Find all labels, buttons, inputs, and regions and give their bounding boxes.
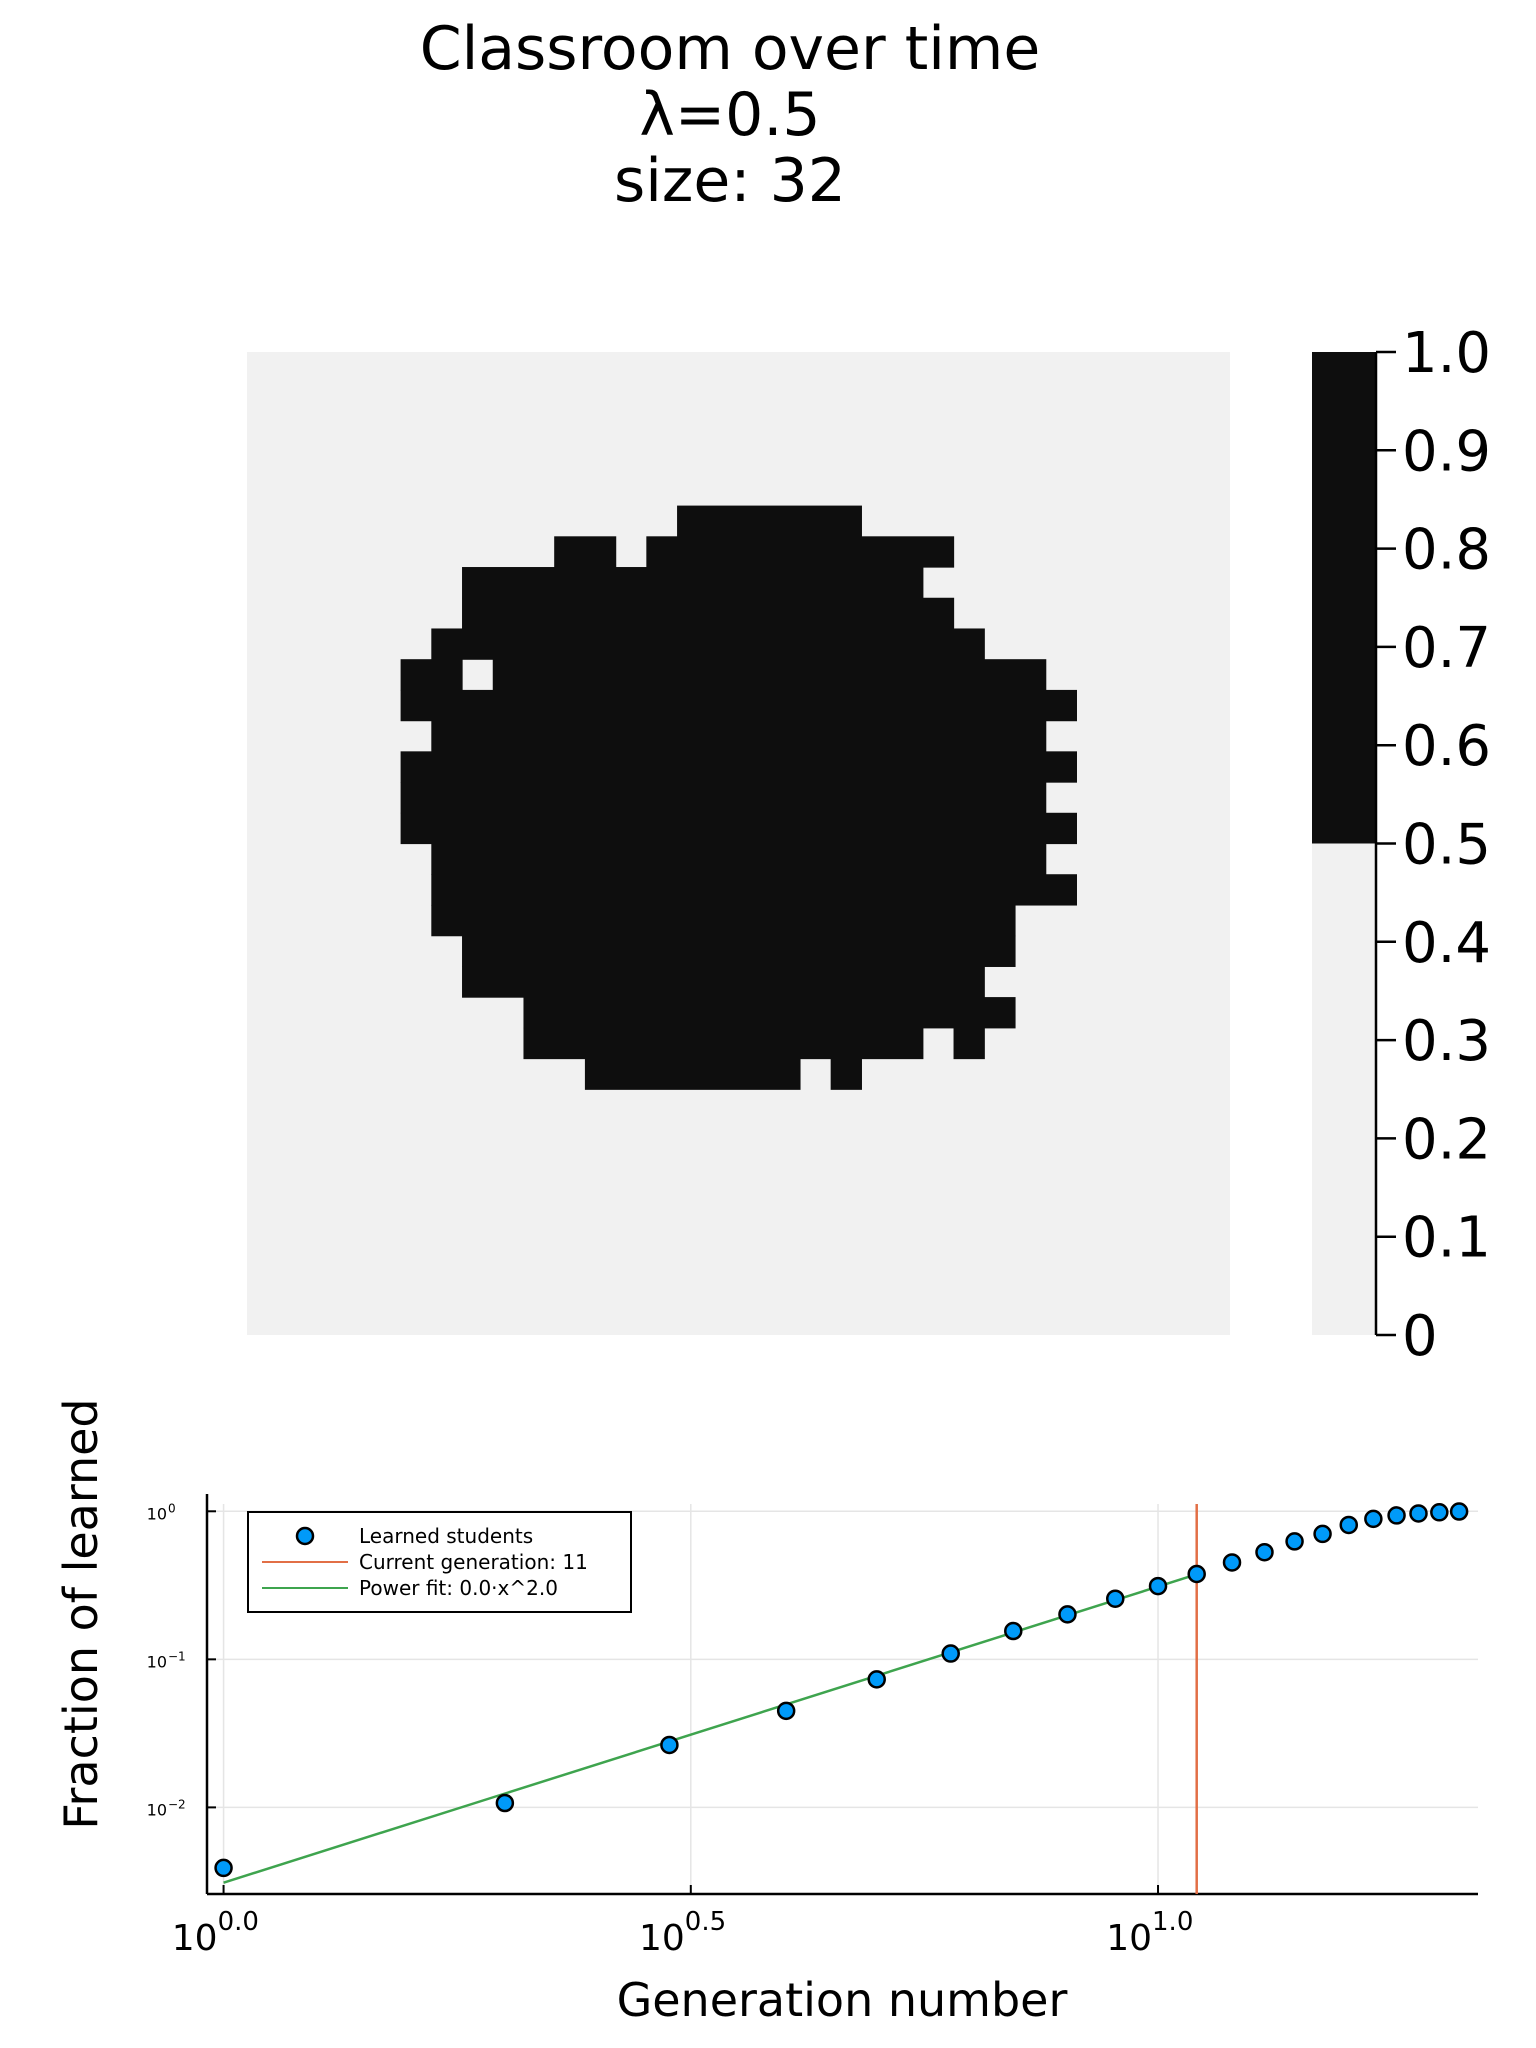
title-line: λ=0.5 bbox=[639, 80, 821, 150]
heatmap-cell-learned bbox=[431, 720, 1047, 752]
colorbar-tick-label: 0.3 bbox=[1402, 1009, 1491, 1074]
title-line: Classroom over time bbox=[419, 14, 1041, 84]
colorbar-tick-label: 0.1 bbox=[1402, 1206, 1491, 1271]
colorbar-tick-label: 1.0 bbox=[1402, 321, 1491, 386]
classroom-heatmap: 1.0 0.9 0.8 0.7 0.6 0.5 0.4 0.3 0.2 0.1 0 bbox=[247, 321, 1491, 1369]
learned-students-point bbox=[1148, 1576, 1168, 1596]
x-tick-exponent: 0.5 bbox=[685, 1907, 726, 1937]
legend-marker-points bbox=[295, 1526, 315, 1546]
learned-students-point bbox=[776, 1701, 796, 1721]
heatmap-cell-learned bbox=[400, 659, 463, 691]
heatmap-cell-learned bbox=[400, 689, 1078, 722]
title-line: size: 32 bbox=[614, 146, 846, 216]
y-tick-exponent: −2 bbox=[168, 1797, 186, 1811]
learned-students-point bbox=[1004, 1621, 1023, 1641]
plot-series bbox=[214, 1502, 1469, 1894]
legend-label: Current generation: 11 bbox=[359, 1550, 588, 1574]
heatmap-cell-learned bbox=[523, 1027, 924, 1060]
heatmap-cell-learned bbox=[953, 1027, 985, 1060]
x-tick-exponent: 0.0 bbox=[218, 1907, 259, 1937]
power-fit-line bbox=[223, 1573, 1198, 1884]
colorbar-not-learned bbox=[1312, 843, 1376, 1335]
learned-students-point bbox=[1313, 1524, 1332, 1544]
learned-students-point bbox=[1409, 1504, 1428, 1523]
learned-students-point bbox=[660, 1735, 679, 1755]
learned-students-point bbox=[1058, 1605, 1077, 1624]
learned-students-point bbox=[1430, 1503, 1449, 1522]
y-tick-base: 10 bbox=[147, 1800, 167, 1819]
legend-label: Power fit: 0.0·x^2.0 bbox=[359, 1576, 558, 1600]
heatmap-cell-learned bbox=[462, 966, 985, 998]
y-tick-exponent: −1 bbox=[168, 1649, 186, 1663]
colorbar-tick-label: 0.8 bbox=[1402, 518, 1491, 583]
plot-axes bbox=[205, 1494, 1478, 1896]
legend-label: Learned students bbox=[359, 1524, 533, 1548]
colorbar-tick-label: 0.5 bbox=[1402, 813, 1491, 878]
heatmap-cell-learned bbox=[431, 843, 1047, 875]
learned-students-point bbox=[941, 1644, 960, 1663]
colorbar-tick-label: 0.9 bbox=[1402, 419, 1491, 484]
heatmap-cell-learned bbox=[677, 505, 862, 537]
learned-students-point bbox=[1106, 1589, 1125, 1608]
heatmap-cell-learned bbox=[523, 997, 1016, 1029]
x-tick-base: 10 bbox=[172, 1918, 218, 1959]
learned-students-point bbox=[214, 1858, 233, 1878]
heatmap-cell-learned bbox=[431, 904, 1016, 937]
heatmap-cell-learned bbox=[646, 536, 955, 568]
learned-students-point bbox=[1387, 1506, 1406, 1525]
x-tick-exponent: 1.0 bbox=[1152, 1907, 1193, 1937]
y-axis-label: Fraction of learned bbox=[54, 1398, 108, 1829]
learned-students-point bbox=[1364, 1509, 1383, 1529]
colorbar-tick-label: 0 bbox=[1402, 1304, 1438, 1369]
learned-students-point bbox=[495, 1793, 515, 1813]
learned-students-point bbox=[1187, 1564, 1206, 1584]
colorbar: 1.0 0.9 0.8 0.7 0.6 0.5 0.4 0.3 0.2 0.1 0 bbox=[1312, 321, 1491, 1369]
x-tick-base: 10 bbox=[1106, 1918, 1152, 1959]
heatmap-cell-learned bbox=[400, 782, 1047, 814]
heatmap-cell-learned bbox=[584, 1058, 801, 1090]
colorbar-tick-label: 0.4 bbox=[1402, 911, 1491, 976]
heatmap-cell-learned bbox=[554, 536, 617, 568]
heatmap-cell-learned bbox=[400, 812, 1078, 845]
colorbar-tick-label: 0.6 bbox=[1402, 714, 1491, 779]
heatmap-cell-learned bbox=[431, 874, 1077, 906]
heatmap-cell-learned bbox=[492, 659, 1047, 691]
learned-students-point bbox=[1255, 1542, 1274, 1562]
colorbar-tick-label: 0.7 bbox=[1402, 616, 1491, 681]
x-axis-label: Generation number bbox=[617, 1973, 1068, 2027]
colorbar-tick-label: 0.2 bbox=[1402, 1107, 1491, 1172]
heatmap-cell-learned bbox=[830, 1058, 862, 1090]
learned-students-point bbox=[1285, 1532, 1304, 1551]
colorbar-learned bbox=[1312, 352, 1376, 844]
y-tick-base: 10 bbox=[147, 1652, 167, 1671]
y-tick-base: 10 bbox=[147, 1504, 167, 1523]
y-tick-exponent: 0 bbox=[168, 1501, 176, 1515]
learned-students-point bbox=[1339, 1515, 1359, 1535]
heatmap-cell-learned bbox=[431, 628, 985, 660]
heatmap-cells bbox=[247, 352, 1230, 1335]
heatmap-cell-learned bbox=[400, 751, 1078, 783]
heatmap-cell-learned bbox=[462, 567, 924, 599]
chart-title: Classroom over time λ=0.5 size: 32 bbox=[0, 16, 1460, 214]
learned-students-point bbox=[1222, 1553, 1242, 1572]
x-tick-base: 10 bbox=[639, 1918, 685, 1959]
heatmap-cell-learned bbox=[462, 597, 955, 630]
learned-students-point bbox=[1449, 1502, 1469, 1521]
plot-grid bbox=[207, 1504, 1478, 1894]
heatmap-cell-learned bbox=[462, 935, 1016, 967]
learned-students-point bbox=[867, 1670, 886, 1689]
